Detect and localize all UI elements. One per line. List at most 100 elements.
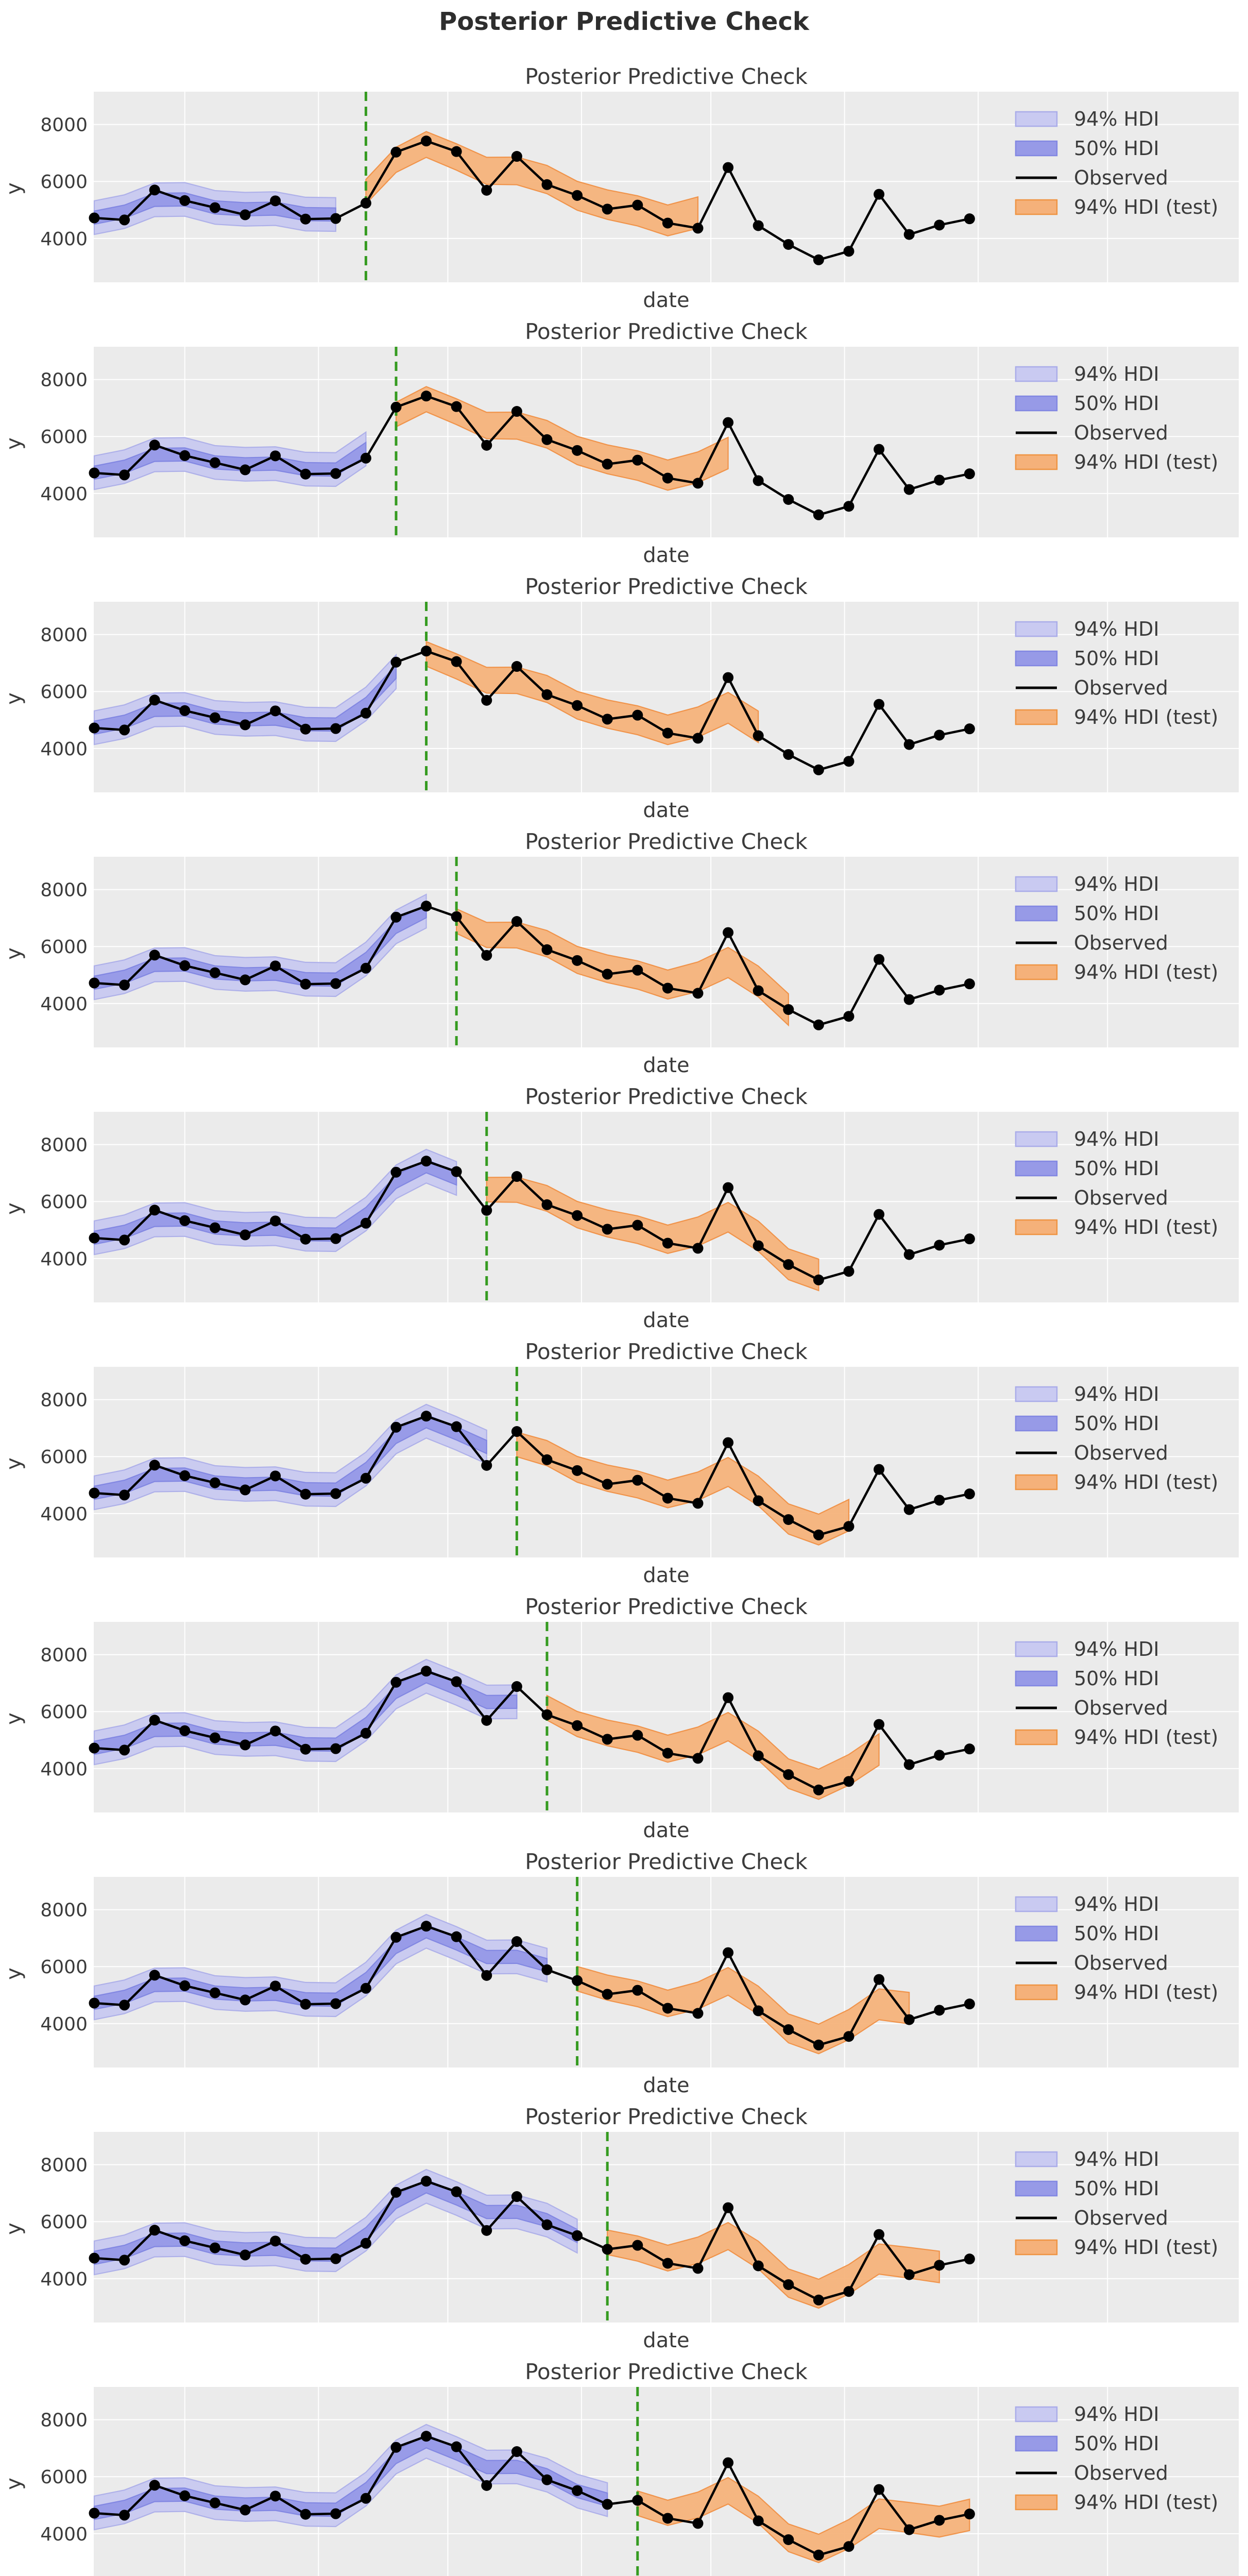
observed-point: [511, 151, 522, 162]
observed-point: [390, 1676, 402, 1688]
legend-label: 50% HDI: [1074, 647, 1159, 670]
y-axis-label: y: [2, 692, 26, 705]
observed-point: [783, 749, 794, 760]
legend-label: 94% HDI (test): [1074, 706, 1218, 728]
observed-point: [119, 469, 130, 481]
y-tick-label: 4000: [40, 739, 88, 760]
legend-label: 94% HDI (test): [1074, 1471, 1218, 1494]
legend-swatch: [1015, 1670, 1058, 1687]
observed-point: [541, 2474, 553, 2485]
observed-point: [330, 1233, 341, 1244]
observed-point: [421, 2431, 432, 2442]
observed-point: [511, 916, 522, 927]
observed-point: [300, 1233, 311, 1245]
observed-point: [874, 2484, 885, 2495]
legend-item-50-hdi: 50% HDI: [1015, 1667, 1159, 1690]
observed-point: [451, 2441, 462, 2452]
legend-label: 94% HDI: [1074, 1128, 1159, 1150]
legend-swatch: [1015, 1386, 1058, 1402]
observed-point: [89, 977, 100, 989]
observed-markers: [89, 135, 975, 265]
observed-point: [451, 1166, 462, 1177]
x-axis-label: date: [643, 799, 689, 822]
observed-point: [964, 978, 975, 990]
legend-swatch: [1015, 454, 1058, 470]
y-tick-label: 6000: [40, 172, 88, 193]
observed-point: [541, 2219, 553, 2230]
x-axis-label: date: [643, 289, 689, 312]
observed-point: [723, 2202, 734, 2213]
observed-point: [240, 464, 251, 476]
observed-point: [964, 1998, 975, 2010]
observed-point: [89, 212, 100, 224]
observed-point: [964, 1233, 975, 1245]
observed-point: [270, 2490, 281, 2502]
observed-point: [149, 694, 160, 706]
legend-swatch: [1015, 2151, 1058, 2167]
observed-point: [874, 189, 885, 200]
observed-point: [240, 2249, 251, 2261]
observed-point: [632, 454, 643, 466]
observed-point: [360, 2493, 371, 2504]
x-axis-label: date: [643, 2074, 689, 2097]
observed-point: [723, 1437, 734, 1448]
legend-label: Observed: [1074, 1952, 1168, 1974]
observed-point: [632, 1475, 643, 1486]
subplot-6: Posterior Predictive Check date y 4000 6000 8…: [2, 1339, 1239, 1587]
observed-point: [934, 1240, 945, 1251]
legend-item-observed: Observed: [1016, 421, 1168, 444]
legend-label: 94% HDI: [1074, 618, 1159, 640]
observed-point: [179, 1980, 191, 1991]
observed-point: [753, 475, 764, 486]
subplot-4: Posterior Predictive Check date y 4000 6000 8…: [2, 829, 1239, 1077]
observed-point: [330, 978, 341, 989]
observed-point: [209, 202, 220, 213]
legend-item-94-hdi-test-: 94% HDI (test): [1015, 1471, 1218, 1494]
legend-label: 50% HDI: [1074, 2432, 1159, 2455]
observed-point: [964, 213, 975, 225]
observed-point: [843, 1776, 854, 1787]
legend-item-observed: Observed: [1016, 2207, 1168, 2229]
observed-point: [813, 254, 824, 265]
observed-point: [451, 146, 462, 157]
subplot-8: Posterior Predictive Check date y 4000 6000 8…: [2, 1849, 1239, 2097]
observed-point: [149, 1715, 160, 1726]
observed-point: [209, 1477, 220, 1488]
legend-label: 94% HDI: [1074, 873, 1159, 895]
y-tick-label: 8000: [40, 1645, 88, 1666]
y-tick-label: 6000: [40, 427, 88, 448]
y-tick-label: 6000: [40, 1702, 88, 1723]
observed-point: [934, 1750, 945, 1761]
observed-point: [179, 1725, 191, 1736]
observed-point: [662, 1238, 673, 1249]
observed-point: [843, 2031, 854, 2042]
y-tick-label: 8000: [40, 625, 88, 646]
observed-point: [270, 195, 281, 207]
observed-point: [843, 756, 854, 767]
test-hdi-94-band: [456, 908, 789, 1027]
observed-point: [421, 1411, 432, 1422]
observed-point: [421, 1666, 432, 1677]
legend-swatch: [1015, 2180, 1058, 2197]
observed-point: [119, 1744, 130, 1756]
x-axis-label: date: [643, 1564, 689, 1587]
legend-item-observed: Observed: [1016, 1187, 1168, 1209]
observed-point: [903, 1759, 915, 1770]
observed-point: [783, 1769, 794, 1780]
y-tick-label: 4000: [40, 1249, 88, 1270]
observed-point: [209, 2242, 220, 2253]
observed-point: [330, 1743, 341, 1754]
observed-point: [723, 417, 734, 428]
observed-point: [270, 705, 281, 717]
observed-point: [723, 1947, 734, 1958]
y-axis-label: y: [2, 2223, 26, 2235]
observed-point: [270, 450, 281, 462]
legend: 94% HDI 50% HDI Observed 94% HDI (test): [1015, 2148, 1218, 2259]
observed-point: [390, 1421, 402, 1433]
observed-point: [481, 2480, 492, 2491]
plot-area: [94, 2132, 1239, 2323]
observed-point: [481, 1970, 492, 1981]
observed-point: [934, 985, 945, 996]
legend-swatch: [1015, 876, 1058, 892]
